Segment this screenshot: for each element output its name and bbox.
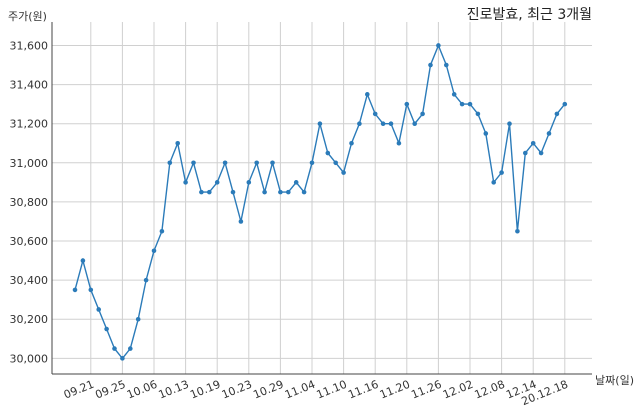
x-tick-label: 09.25: [93, 378, 127, 402]
data-point: [301, 189, 307, 195]
x-tick-label: 10.06: [125, 378, 159, 402]
data-point: [507, 121, 512, 126]
data-point: [396, 140, 402, 146]
data-point: [143, 277, 149, 283]
data-point: [420, 111, 425, 117]
data-point: [341, 170, 346, 175]
data-point: [499, 170, 504, 175]
data-point: [428, 62, 433, 68]
y-tick-label: 31,000: [10, 157, 49, 170]
data-point: [80, 258, 86, 263]
x-axis-label: 날짜(일): [595, 374, 634, 387]
y-tick-label: 31,400: [10, 79, 49, 92]
data-point: [183, 180, 188, 185]
data-point: [404, 101, 410, 107]
data-point: [238, 219, 244, 224]
data-point: [436, 43, 441, 48]
x-tick-label: 11.10: [315, 378, 349, 402]
x-tick-labels: 09.2109.2510.0610.1310.1910.2310.2911.04…: [62, 378, 570, 408]
y-axis-label: 주가(원): [8, 10, 47, 23]
data-point: [349, 140, 354, 146]
x-tick-label: 10.23: [220, 378, 254, 402]
data-point: [254, 160, 259, 166]
x-tick-label: 10.19: [188, 378, 222, 402]
data-point: [222, 160, 228, 166]
x-tick-label: 11.26: [409, 378, 443, 402]
data-point: [444, 62, 449, 68]
data-point: [388, 121, 394, 126]
data-point: [475, 111, 481, 117]
data-point: [483, 131, 489, 136]
data-point: [451, 92, 457, 97]
data-point: [191, 160, 196, 166]
series-plot: [72, 43, 568, 361]
data-point: [459, 101, 465, 107]
data-point: [120, 356, 125, 361]
grid-lines: [52, 22, 592, 374]
data-point: [270, 160, 275, 166]
data-point: [207, 189, 212, 195]
data-point: [467, 101, 473, 107]
y-tick-label: 31,600: [10, 39, 49, 52]
data-point: [365, 92, 370, 97]
data-point: [538, 150, 544, 156]
data-point: [72, 287, 78, 293]
data-point: [293, 180, 299, 185]
x-tick-label: 11.20: [378, 378, 412, 402]
data-point: [325, 150, 331, 156]
data-point: [112, 346, 117, 351]
data-point: [262, 189, 267, 195]
data-point: [309, 160, 315, 166]
data-point: [286, 189, 291, 195]
data-point: [135, 316, 141, 322]
data-point: [167, 160, 173, 166]
y-tick-label: 30,600: [10, 235, 49, 248]
data-point: [246, 180, 252, 185]
data-point: [96, 307, 101, 312]
x-tick-label: 09.21: [62, 378, 96, 402]
data-point: [562, 101, 568, 107]
x-tick-label: 10.29: [251, 378, 285, 402]
x-tick-label: 12.08: [473, 378, 507, 402]
axes: [51, 22, 592, 375]
data-point: [317, 121, 323, 126]
data-point: [159, 228, 165, 234]
data-point: [412, 121, 418, 126]
data-point: [128, 346, 133, 351]
y-tick-labels: 30,000 30,200 30,400 30,600 30,800 31,000 31,2…: [10, 39, 49, 365]
data-point: [515, 228, 520, 234]
data-point: [230, 189, 236, 195]
y-tick-label: 30,000: [10, 352, 49, 365]
data-point: [380, 121, 386, 126]
y-tick-label: 30,800: [10, 196, 49, 209]
data-point: [151, 248, 157, 254]
data-point: [523, 150, 528, 156]
x-tick-label: 10.13: [157, 378, 191, 402]
y-tick-label: 30,400: [10, 274, 49, 287]
data-point: [333, 160, 339, 166]
data-point: [214, 180, 220, 185]
data-point: [88, 287, 94, 293]
data-point: [372, 111, 378, 117]
data-point: [546, 131, 552, 136]
data-point: [199, 189, 204, 195]
x-tick-label: 11.16: [346, 378, 380, 402]
data-point: [554, 111, 560, 117]
chart-title: 진로발효, 최근 3개월: [466, 7, 592, 23]
data-point: [357, 121, 362, 126]
data-point: [491, 180, 497, 185]
data-point: [104, 326, 109, 332]
x-tick-label: 11.04: [283, 378, 317, 402]
x-tick-label: 12.02: [441, 378, 475, 402]
data-point: [530, 140, 536, 146]
data-point: [278, 189, 283, 195]
data-point: [175, 140, 180, 146]
y-tick-label: 30,200: [10, 313, 49, 326]
y-tick-label: 31,200: [10, 118, 49, 131]
